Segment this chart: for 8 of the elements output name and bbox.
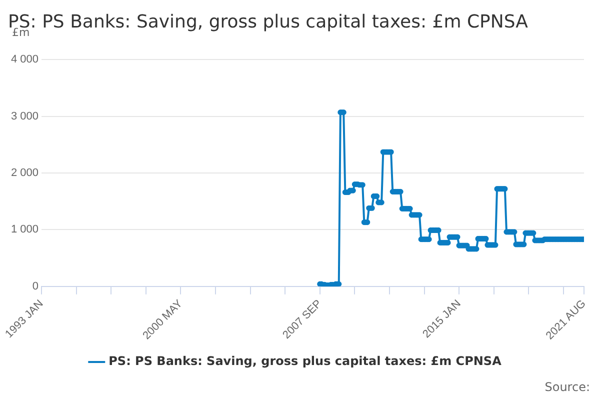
source-note: Source: — [544, 380, 590, 394]
y-tick-label: 4 000 — [10, 54, 39, 66]
y-tick-label: 3 000 — [10, 110, 39, 122]
y-axis-title: £m — [12, 26, 30, 39]
legend-label: PS: PS Banks: Saving, gross plus capital taxes: £m CPNSA — [108, 354, 502, 368]
y-tick-label: 1 000 — [10, 224, 39, 236]
y-tick-label: 0 — [32, 280, 39, 292]
y-tick-label: 2 000 — [10, 167, 39, 180]
